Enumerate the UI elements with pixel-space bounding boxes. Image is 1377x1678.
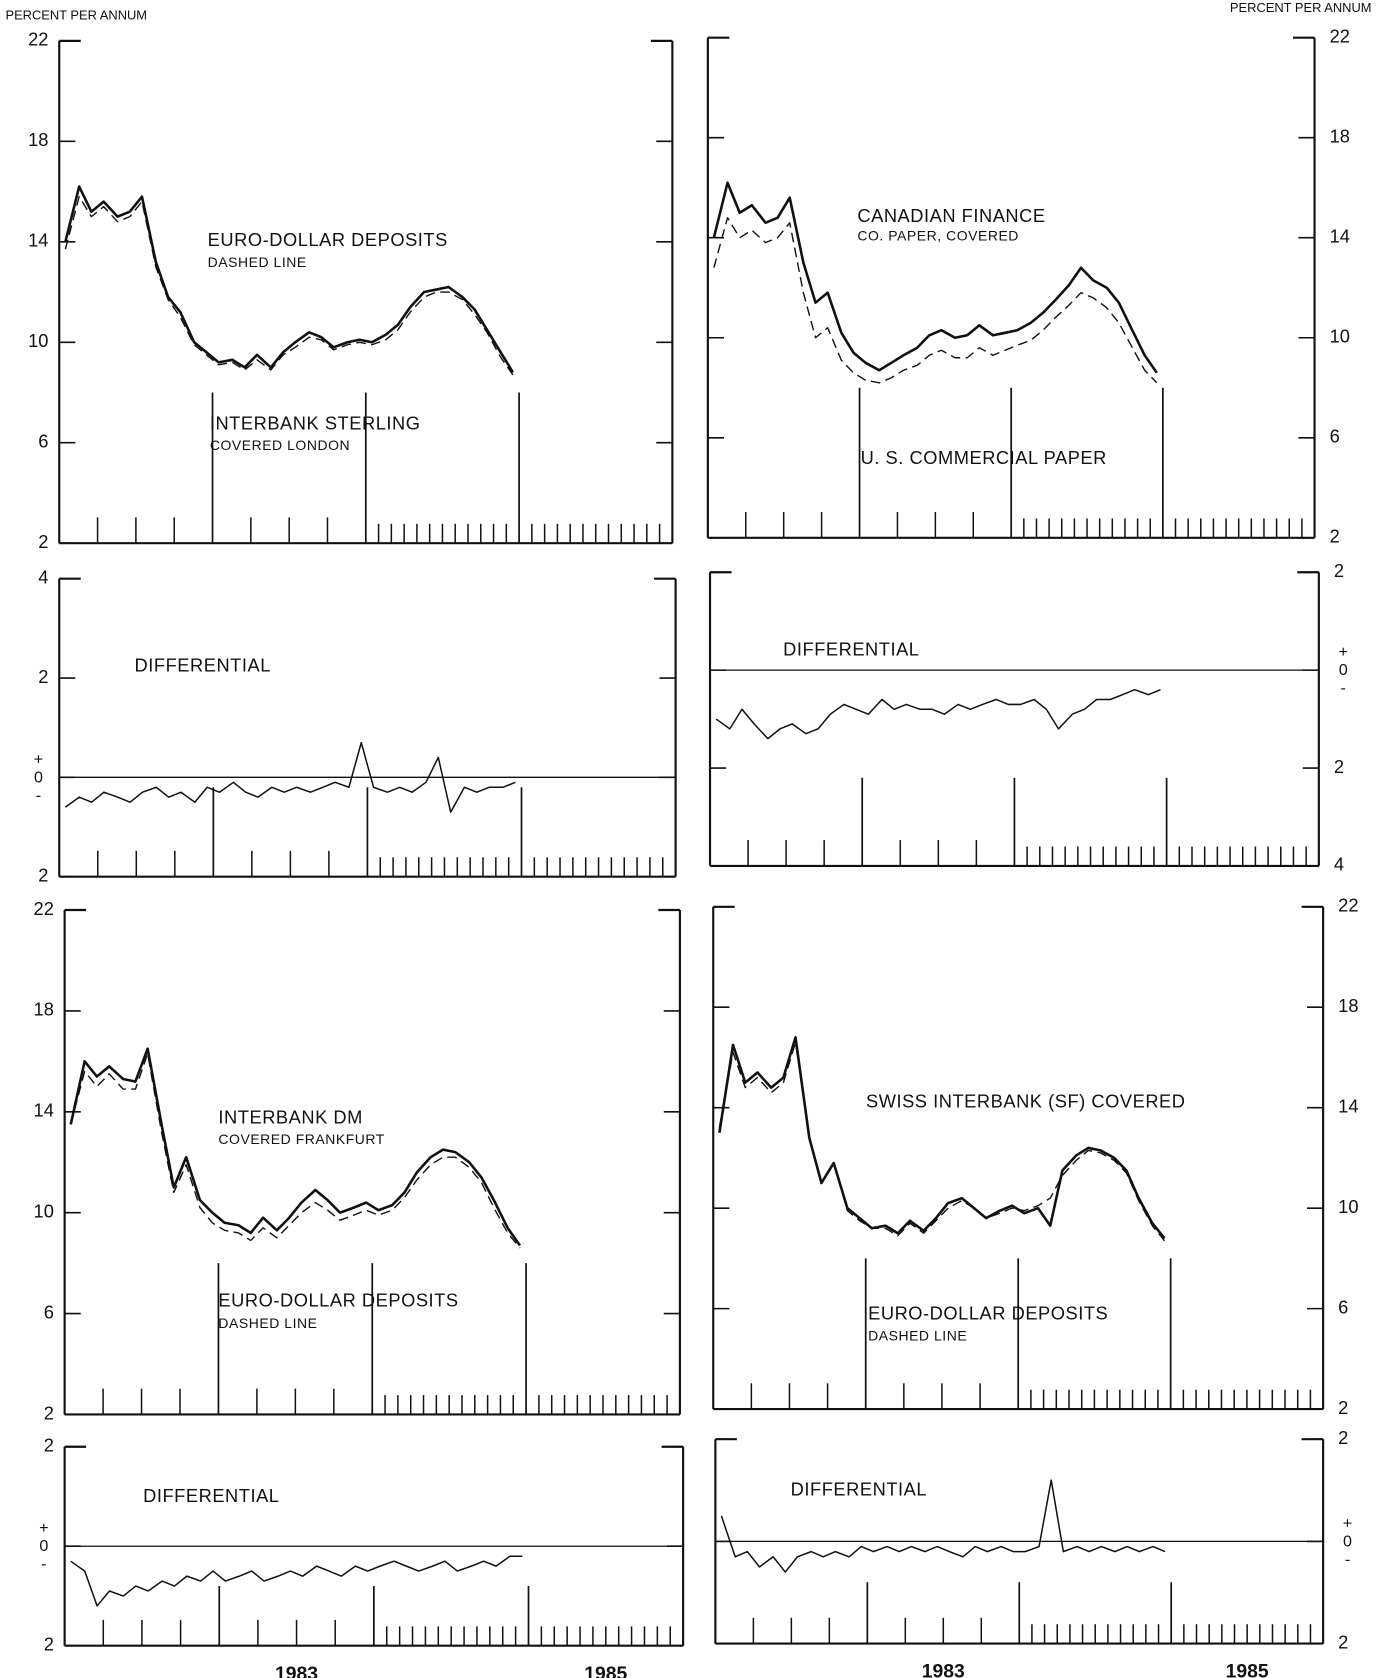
y-tick-label: 14 xyxy=(1338,1096,1358,1117)
y-tick-label: 2 xyxy=(44,1402,54,1423)
y-tick-label: +0- xyxy=(1339,1514,1357,1568)
series-line xyxy=(70,1555,523,1607)
y-tick-label: 6 xyxy=(1338,1296,1348,1317)
y-tick-label: 4 xyxy=(1334,854,1344,875)
series-line xyxy=(718,1041,1166,1242)
y-tick-label: 22 xyxy=(1330,25,1350,46)
y-axis-label: PERCENT PER ANNUM xyxy=(1230,0,1372,15)
series-label: CANADIAN FINANCE xyxy=(857,205,1045,226)
series-line xyxy=(69,1047,522,1247)
series-label: INTERBANK STERLING xyxy=(210,413,421,434)
y-tick-label: 2 xyxy=(1338,1631,1348,1652)
y-tick-label: 2 xyxy=(38,864,48,885)
y-tick-label: 14 xyxy=(1330,226,1350,247)
series-note: DASHED LINE xyxy=(868,1328,967,1344)
series-note: DASHED LINE xyxy=(218,1315,317,1331)
y-tick-label: 2 xyxy=(1334,756,1344,777)
series-label: DIFFERENTIAL xyxy=(791,1479,927,1500)
series-label: DIFFERENTIAL xyxy=(783,639,919,660)
y-tick-label: 10 xyxy=(34,1201,54,1222)
y-tick-label: 22 xyxy=(28,29,48,50)
y-tick-label: 2 xyxy=(1338,1427,1348,1448)
y-tick-label: 4 xyxy=(38,567,48,588)
x-tick-label: 1983 xyxy=(922,1661,965,1678)
y-tick-label: 2 xyxy=(38,531,48,552)
series-label: EURO-DOLLAR DEPOSITS xyxy=(208,229,448,250)
y-tick-label: 10 xyxy=(1330,326,1350,347)
series-label: INTERBANK DM xyxy=(218,1106,362,1127)
y-tick-label: 10 xyxy=(1338,1196,1358,1217)
y-tick-label: 2 xyxy=(38,666,48,687)
y-tick-label: +0- xyxy=(29,750,47,804)
y-tick-label: 6 xyxy=(44,1301,54,1322)
series-label: SWISS INTERBANK (SF) COVERED xyxy=(866,1090,1186,1111)
y-tick-label: 2 xyxy=(1338,1397,1348,1418)
y-tick-label: 18 xyxy=(34,999,54,1020)
y-tick-label: 2 xyxy=(44,1435,54,1456)
series-line xyxy=(720,1479,1166,1573)
x-tick-label: 1985 xyxy=(584,1663,627,1678)
y-tick-label: 18 xyxy=(1338,995,1358,1016)
series-line xyxy=(715,688,1161,740)
y-tick-label: 2 xyxy=(1334,560,1344,581)
y-axis-label: PERCENT PER ANNUM xyxy=(5,8,147,23)
y-tick-label: 18 xyxy=(28,129,48,150)
series-note: CO. PAPER, COVERED xyxy=(857,227,1019,243)
y-tick-label: 18 xyxy=(1330,126,1350,147)
series-note: COVERED FRANKFURT xyxy=(218,1131,384,1147)
series-line xyxy=(718,1036,1166,1240)
y-tick-label: +0- xyxy=(35,1519,53,1573)
y-tick-label: 6 xyxy=(1330,426,1340,447)
series-label: DIFFERENTIAL xyxy=(135,655,271,676)
series-line xyxy=(713,217,1158,384)
y-tick-label: 2 xyxy=(1330,526,1340,547)
series-label: U. S. COMMERCIAL PAPER xyxy=(861,447,1107,468)
series-line xyxy=(64,195,514,376)
series-label: EURO-DOLLAR DEPOSITS xyxy=(218,1289,458,1310)
series-line xyxy=(64,741,516,813)
y-tick-label: 14 xyxy=(34,1100,54,1121)
series-label: EURO-DOLLAR DEPOSITS xyxy=(868,1302,1108,1323)
y-tick-label: 22 xyxy=(34,898,54,919)
y-tick-label: +0- xyxy=(1334,643,1352,697)
y-tick-label: 10 xyxy=(28,330,48,351)
y-tick-label: 2 xyxy=(44,1634,54,1655)
y-tick-label: 22 xyxy=(1338,895,1358,916)
x-tick-label: 1983 xyxy=(275,1663,318,1678)
series-line xyxy=(712,181,1158,374)
series-line xyxy=(70,1053,521,1249)
y-tick-label: 6 xyxy=(38,431,48,452)
series-note: DASHED LINE xyxy=(208,254,307,270)
series-label: DIFFERENTIAL xyxy=(143,1485,279,1506)
y-tick-label: 14 xyxy=(28,230,48,251)
series-note: COVERED LONDON xyxy=(210,437,350,453)
series-line xyxy=(64,185,515,374)
x-tick-label: 1985 xyxy=(1226,1661,1269,1678)
